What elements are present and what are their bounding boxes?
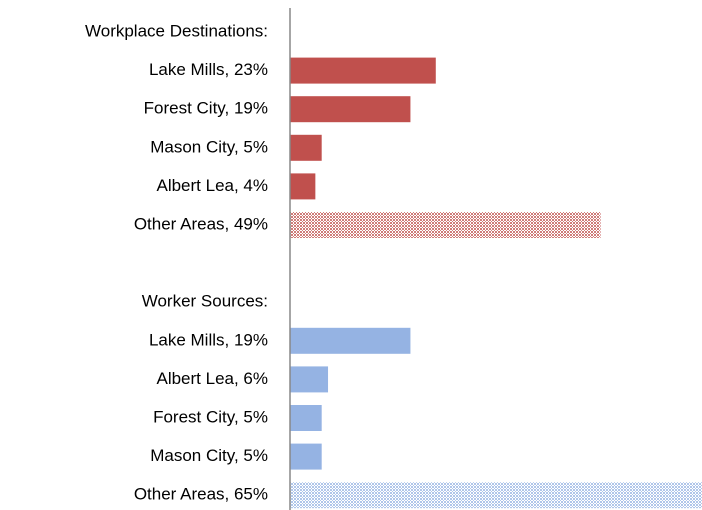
group-title: Worker Sources: — [142, 292, 268, 311]
bar — [290, 405, 322, 431]
bar — [290, 327, 411, 354]
bar — [290, 482, 702, 509]
category-label: Mason City, 5% — [150, 446, 268, 465]
category-label: Other Areas, 49% — [134, 214, 268, 233]
category-label: Forest City, 5% — [153, 407, 268, 426]
bar — [290, 96, 411, 123]
category-label: Lake Mills, 19% — [149, 330, 268, 349]
category-label: Mason City, 5% — [150, 137, 268, 156]
bar — [290, 134, 322, 161]
bar — [290, 443, 322, 470]
category-label: Albert Lea, 4% — [156, 176, 268, 195]
group-title: Workplace Destinations: — [85, 21, 268, 40]
category-label: Forest City, 19% — [144, 99, 268, 118]
category-label: Albert Lea, 6% — [156, 369, 268, 388]
category-label: Lake Mills, 23% — [149, 60, 268, 79]
category-label: Other Areas, 65% — [134, 485, 268, 504]
bar — [290, 366, 329, 393]
bar — [290, 212, 601, 238]
bar — [290, 173, 316, 200]
bar — [290, 57, 436, 84]
